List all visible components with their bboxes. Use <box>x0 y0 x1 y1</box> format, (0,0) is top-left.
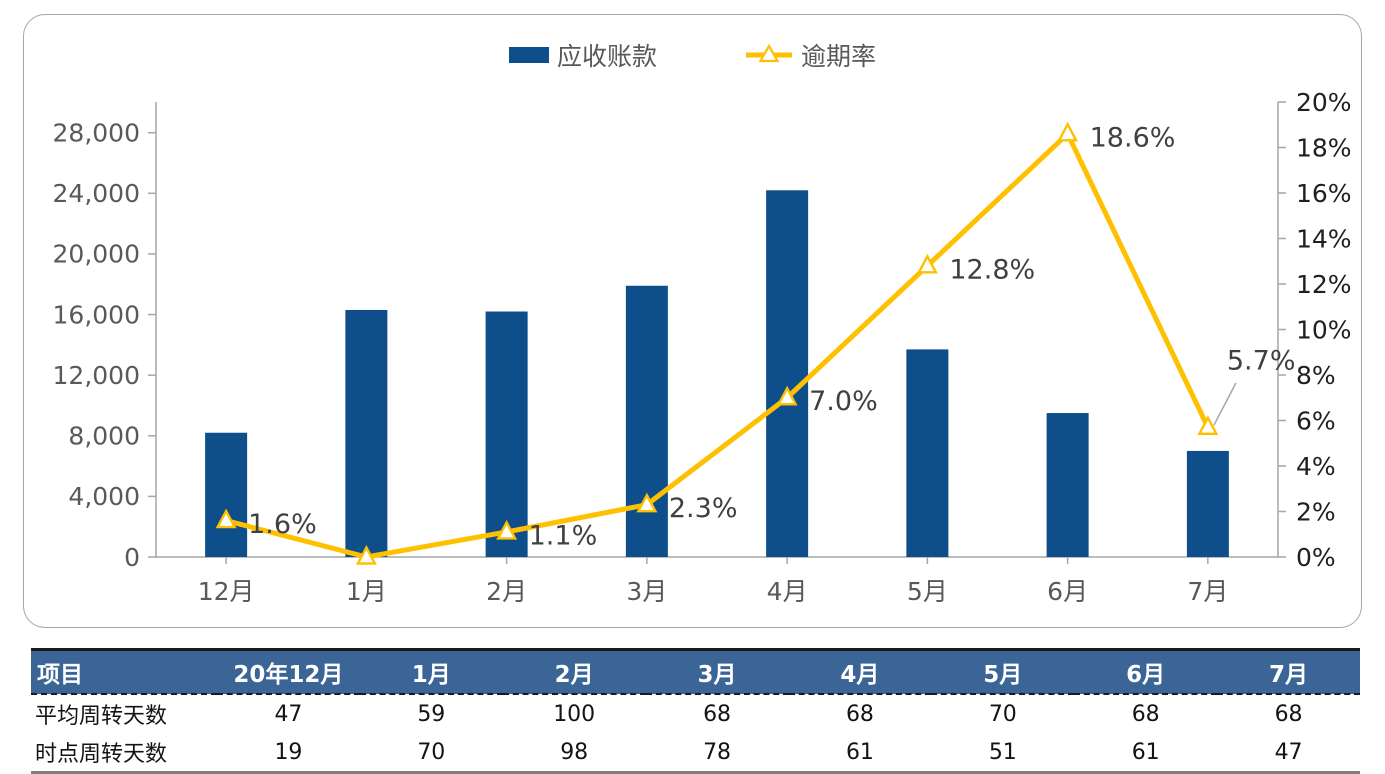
right-axis-tick-label: 10% <box>1296 315 1352 344</box>
x-axis-label: 2月 <box>486 577 527 606</box>
left-axis-tick-label: 4,000 <box>68 482 140 511</box>
table-header-cell: 2月 <box>502 648 646 695</box>
combo-chart: 0 4,000 8,000 12,000 16,000 20,000 24,000 28,00… <box>53 88 1352 606</box>
table-cell: 47 <box>1217 733 1360 774</box>
table-cell: 78 <box>645 733 789 774</box>
table-row-label: 时点周转天数 <box>31 733 217 774</box>
table-header-cell: 5月 <box>931 648 1075 695</box>
chart-legend: 应收账款 逾期率 <box>24 37 1361 73</box>
turnover-days-table: 项目 20年12月 1月 2月 3月 4月 5月 6月 7月 平均周转天数 47 59 100 68 68… <box>31 648 1360 774</box>
table-cell: 19 <box>217 733 360 774</box>
x-axis-label: 1月 <box>346 577 387 606</box>
data-label-2月: 1.1% <box>529 520 598 551</box>
right-axis-tick-label: 4% <box>1296 452 1336 481</box>
legend-item-receivables: 应收账款 <box>508 37 657 73</box>
table-cell: 68 <box>703 701 732 727</box>
right-axis-tick-label: 20% <box>1296 88 1352 117</box>
data-label-12月: 1.6% <box>248 509 317 540</box>
left-axis-tick-label: 0 <box>124 543 140 572</box>
data-label-3月: 2.3% <box>669 493 738 524</box>
table-cell: 51 <box>931 733 1075 774</box>
line-marker-6月 <box>1057 121 1079 142</box>
bar-4月 <box>766 190 809 557</box>
line-marker-1月 <box>355 544 377 565</box>
bar-swatch-icon <box>508 47 549 63</box>
table-cell: 68 <box>845 701 874 727</box>
table-row-label: 平均周转天数 <box>35 704 168 729</box>
table-row: 时点周转天数 19 70 98 78 61 51 61 47 <box>31 733 1360 774</box>
table-header-cell: 项目 <box>31 648 217 695</box>
line-marker-3月 <box>636 492 658 513</box>
table-header-cell: 7月 <box>1217 648 1360 695</box>
line-marker-swatch-icon <box>746 44 792 63</box>
bar-12月 <box>205 432 248 557</box>
line-marker-4月 <box>776 385 798 406</box>
data-label-4月: 7.0% <box>809 386 878 417</box>
left-axis-tick-label: 12,000 <box>53 361 140 390</box>
line-marker-7月 <box>1197 415 1219 436</box>
data-label-7月: 5.7% <box>1227 345 1296 376</box>
data-label-leader-line <box>1213 382 1237 426</box>
left-axis-tick-label: 20,000 <box>53 240 140 269</box>
table-row: 平均周转天数 47 59 100 68 68 70 68 68 <box>31 694 1360 733</box>
table-cell: 98 <box>502 733 646 774</box>
table-cell: 100 <box>553 701 596 727</box>
table-header-cell: 6月 <box>1074 648 1218 695</box>
bar-5月 <box>906 349 949 557</box>
table-cell: 59 <box>417 701 446 727</box>
bar-2月 <box>485 311 528 557</box>
right-axis-tick-label: 0% <box>1296 543 1336 572</box>
x-axis-label: 5月 <box>907 577 948 606</box>
table-header-cell: 3月 <box>645 648 789 695</box>
left-axis-tick-label: 8,000 <box>68 422 140 451</box>
bar-7月 <box>1186 450 1229 557</box>
legend-label-overdue-rate: 逾期率 <box>801 42 877 71</box>
right-axis-tick-label: 14% <box>1296 224 1352 253</box>
data-label-5月: 12.8% <box>949 254 1035 285</box>
legend-item-overdue-rate: 逾期率 <box>745 37 876 73</box>
right-axis-tick-label: 12% <box>1296 270 1352 299</box>
x-axis-label: 6月 <box>1047 577 1088 606</box>
legend-label-receivables: 应收账款 <box>556 42 657 71</box>
x-axis-label: 7月 <box>1187 577 1228 606</box>
bar-3月 <box>625 285 668 557</box>
line-marker-5月 <box>916 253 938 274</box>
bar-6月 <box>1046 413 1089 557</box>
x-axis-label: 3月 <box>626 577 667 606</box>
right-axis-tick-label: 16% <box>1296 179 1352 208</box>
overdue-rate-line <box>225 131 1211 560</box>
data-label-6月: 18.6% <box>1090 122 1176 153</box>
table-cell: 70 <box>988 701 1017 727</box>
table-header-cell: 20年12月 <box>217 648 360 695</box>
right-axis-tick-label: 18% <box>1296 133 1352 162</box>
table-header-cell: 4月 <box>788 648 932 695</box>
chart-card: 0 4,000 8,000 12,000 16,000 20,000 24,000 28,00… <box>23 14 1362 628</box>
right-axis-tick-label: 8% <box>1296 361 1336 390</box>
right-axis-tick-label: 2% <box>1296 497 1336 526</box>
table-cell: 47 <box>274 701 303 727</box>
table-cell: 61 <box>1074 733 1218 774</box>
table-cell: 68 <box>1131 701 1160 727</box>
line-marker-2月 <box>496 519 518 540</box>
table-header-row: 项目 20年12月 1月 2月 3月 4月 5月 6月 7月 <box>31 648 1360 695</box>
table-cell: 68 <box>1274 701 1303 727</box>
bar-1月 <box>345 309 388 557</box>
left-axis-tick-label: 24,000 <box>53 179 140 208</box>
x-axis-label: 4月 <box>767 577 808 606</box>
left-axis-tick-label: 16,000 <box>53 300 140 329</box>
table-cell: 70 <box>359 733 503 774</box>
line-marker-12月 <box>215 508 237 529</box>
table-cell: 61 <box>788 733 932 774</box>
right-axis-tick-label: 6% <box>1296 406 1336 435</box>
table-header-cell: 1月 <box>359 648 503 695</box>
left-axis-tick-label: 28,000 <box>53 118 140 147</box>
x-axis-label: 12月 <box>198 577 255 606</box>
